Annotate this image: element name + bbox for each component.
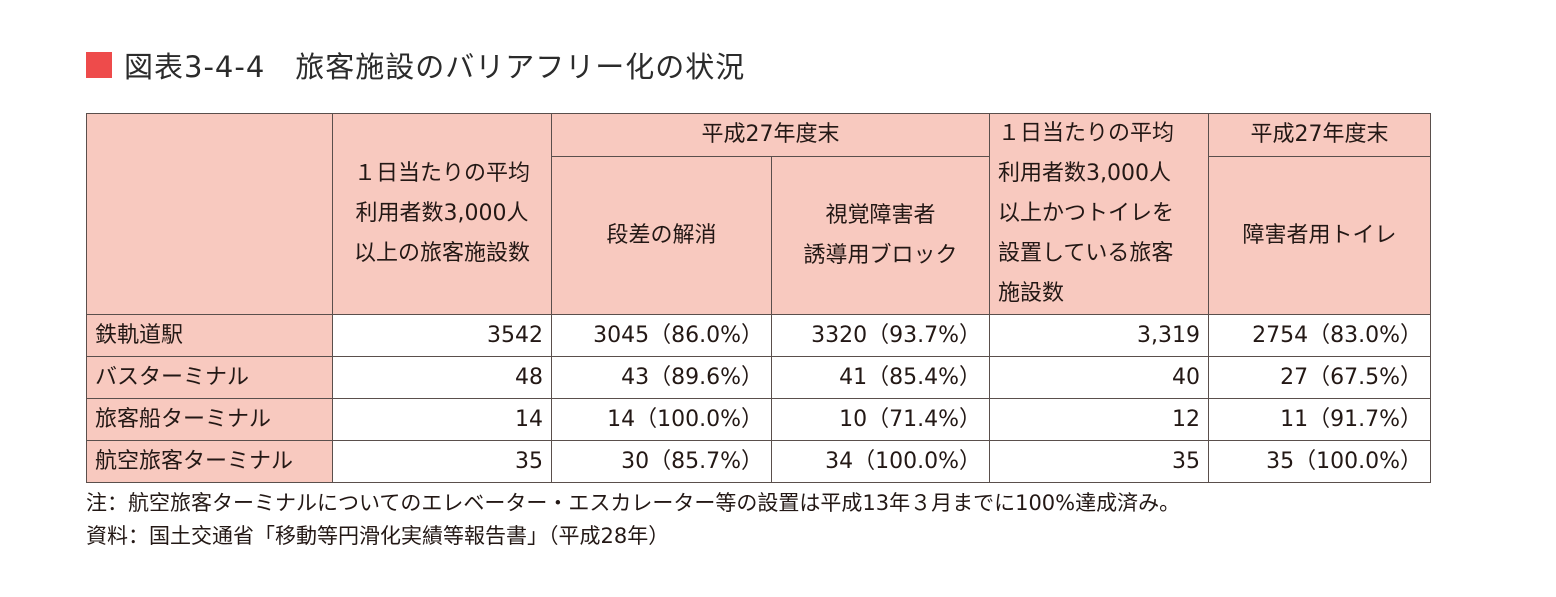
title-marker [86, 52, 112, 78]
header-step-removal: 段差の解消 [551, 156, 772, 315]
cell-toilet-total: 12 [989, 398, 1209, 441]
row-label: 航空旅客ターミナル [86, 440, 333, 483]
cell-total: 48 [332, 356, 552, 399]
facility-table: １日当たりの平均 利用者数3,000人 以上の旅客施設数 平成27年度末 １日当… [86, 112, 1431, 483]
cell-step: 3045（86.0%） [551, 314, 772, 357]
table-row: 航空旅客ターミナル 35 30（85.7%） 34（100.0%） 35 35（… [86, 440, 1431, 483]
table-row: バスターミナル 48 43（89.6%） 41（85.4%） 40 27（67.… [86, 356, 1431, 399]
cell-toilet: 11（91.7%） [1208, 398, 1431, 441]
header-toilet-facilities: １日当たりの平均 利用者数3,000人 以上かつトイレを 設置している旅客 施設… [989, 113, 1209, 315]
cell-toilet: 27（67.5%） [1208, 356, 1431, 399]
header-corner [86, 113, 333, 315]
source-line: 資料：国土交通省「移動等円滑化実績等報告書」（平成28年） [86, 524, 670, 548]
cell-total: 3542 [332, 314, 552, 357]
row-label: 鉄軌道駅 [86, 314, 333, 357]
cell-total: 14 [332, 398, 552, 441]
figure-title: 図表3-4-4 旅客施設のバリアフリー化の状況 [86, 44, 745, 86]
header-total-facilities: １日当たりの平均 利用者数3,000人 以上の旅客施設数 [332, 113, 552, 315]
table-row: 旅客船ターミナル 14 14（100.0%） 10（71.4%） 12 11（9… [86, 398, 1431, 441]
cell-block: 10（71.4%） [771, 398, 990, 441]
row-label: 旅客船ターミナル [86, 398, 333, 441]
cell-toilet-total: 35 [989, 440, 1209, 483]
cell-step: 30（85.7%） [551, 440, 772, 483]
header-group-fy27-b: 平成27年度末 [1208, 112, 1431, 158]
note-line: 注：航空旅客ターミナルについてのエレベーター・エスカレーター等の設置は平成13年… [86, 491, 1181, 515]
table-row: 鉄軌道駅 3542 3045（86.0%） 3320（93.7%） 3,319 … [86, 314, 1431, 357]
cell-total: 35 [332, 440, 552, 483]
row-label: バスターミナル [86, 356, 333, 399]
cell-toilet: 2754（83.0%） [1208, 314, 1431, 357]
cell-toilet: 35（100.0%） [1208, 440, 1431, 483]
cell-toilet-total: 40 [989, 356, 1209, 399]
cell-toilet-total: 3,319 [989, 314, 1209, 357]
figure-title-text: 図表3-4-4 旅客施設のバリアフリー化の状況 [124, 50, 746, 84]
cell-step: 43（89.6%） [551, 356, 772, 399]
cell-block: 34（100.0%） [771, 440, 990, 483]
header-accessible-toilet: 障害者用トイレ [1208, 156, 1431, 315]
cell-block: 3320（93.7%） [771, 314, 990, 357]
cell-block: 41（85.4%） [771, 356, 990, 399]
table-notes: 注：航空旅客ターミナルについてのエレベーター・エスカレーター等の設置は平成13年… [86, 487, 1180, 553]
header-tactile-blocks: 視覚障害者 誘導用ブロック [771, 156, 990, 315]
cell-step: 14（100.0%） [551, 398, 772, 441]
header-group-fy27-a: 平成27年度末 [551, 112, 990, 158]
